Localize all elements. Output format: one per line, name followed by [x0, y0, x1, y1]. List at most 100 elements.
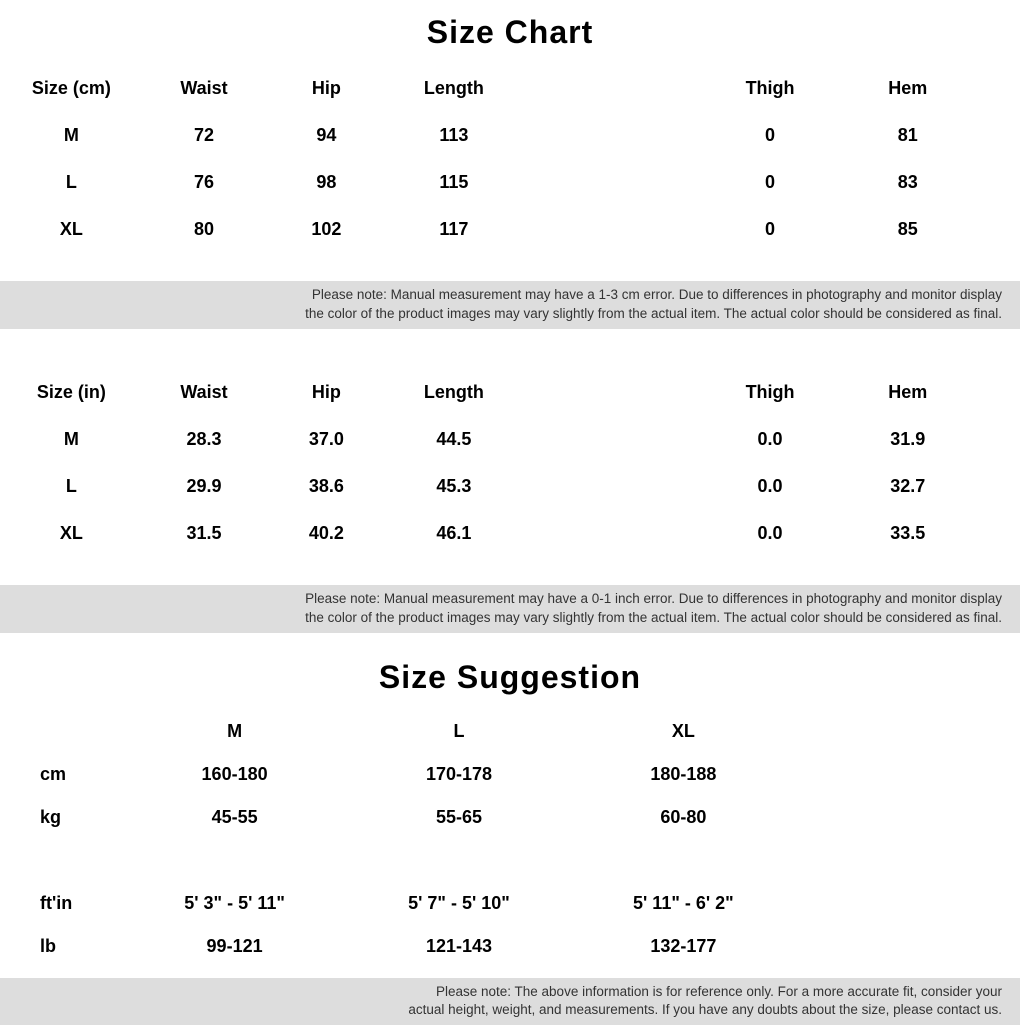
cell: 72	[143, 112, 265, 159]
cell: 44.5	[388, 416, 521, 463]
size-suggestion-table: M L XL cm 160-180 170-178 180-188 kg 45-…	[0, 710, 1020, 968]
cell: 115	[388, 159, 521, 206]
cell: 0	[704, 206, 837, 253]
table-row: XL 80 102 117 0 85	[0, 206, 1020, 253]
cell: 33.5	[836, 510, 979, 557]
cell: 132-177	[571, 925, 795, 968]
row-label: lb	[0, 925, 122, 968]
col-header: Hem	[836, 369, 979, 416]
col-header: Length	[388, 369, 521, 416]
note-line: actual height, weight, and measurements.…	[408, 1002, 1002, 1017]
cell: 0	[704, 159, 837, 206]
note-line: the color of the product images may vary…	[305, 306, 1002, 321]
table-row: ft'in 5' 3" - 5' 11" 5' 7" - 5' 10" 5' 1…	[0, 882, 1020, 925]
cell: 55-65	[347, 796, 571, 839]
cell: 117	[388, 206, 521, 253]
cell: M	[0, 416, 143, 463]
cell: 45.3	[388, 463, 521, 510]
col-header: L	[347, 710, 571, 753]
cell: XL	[0, 510, 143, 557]
col-spacer	[796, 710, 1020, 753]
cell: 81	[836, 112, 979, 159]
size-chart-in-table: Size (in) Waist Hip Length Thigh Hem M 2…	[0, 369, 1020, 557]
cell: 28.3	[143, 416, 265, 463]
col-header: Length	[388, 65, 521, 112]
cell: 80	[143, 206, 265, 253]
cell: 0.0	[704, 416, 837, 463]
cell: 38.6	[265, 463, 387, 510]
col-header: Thigh	[704, 369, 837, 416]
note-line: Please note: Manual measurement may have…	[305, 591, 1002, 606]
cell: 180-188	[571, 753, 795, 796]
col-gap	[520, 369, 704, 416]
cell: 85	[836, 206, 979, 253]
table-gap-row	[0, 839, 1020, 882]
size-chart-title: Size Chart	[0, 0, 1020, 65]
note-suggestion: Please note: The above information is fo…	[0, 978, 1020, 1025]
col-header: Size (cm)	[0, 65, 143, 112]
col-spacer	[979, 369, 1020, 416]
cell: 5' 11" - 6' 2"	[571, 882, 795, 925]
col-header: Waist	[143, 369, 265, 416]
cell: 5' 3" - 5' 11"	[122, 882, 346, 925]
cell: 0.0	[704, 510, 837, 557]
table-header-row: M L XL	[0, 710, 1020, 753]
cell: 37.0	[265, 416, 387, 463]
cell: 45-55	[122, 796, 346, 839]
cell: 170-178	[347, 753, 571, 796]
cell: 0	[704, 112, 837, 159]
cell: 46.1	[388, 510, 521, 557]
cell: 83	[836, 159, 979, 206]
col-header: M	[122, 710, 346, 753]
cell: L	[0, 159, 143, 206]
cell: 0.0	[704, 463, 837, 510]
cell: 160-180	[122, 753, 346, 796]
cell: 94	[265, 112, 387, 159]
note-cm: Please note: Manual measurement may have…	[0, 281, 1020, 329]
table-header-row: Size (in) Waist Hip Length Thigh Hem	[0, 369, 1020, 416]
col-header: Waist	[143, 65, 265, 112]
cell: XL	[0, 206, 143, 253]
cell: 76	[143, 159, 265, 206]
cell: 113	[388, 112, 521, 159]
cell: 5' 7" - 5' 10"	[347, 882, 571, 925]
note-in: Please note: Manual measurement may have…	[0, 585, 1020, 633]
table-row: XL 31.5 40.2 46.1 0.0 33.5	[0, 510, 1020, 557]
note-line: the color of the product images may vary…	[305, 610, 1002, 625]
note-line: Please note: The above information is fo…	[436, 984, 1002, 999]
col-header: XL	[571, 710, 795, 753]
cell: L	[0, 463, 143, 510]
col-header: Thigh	[704, 65, 837, 112]
table-row: L 76 98 115 0 83	[0, 159, 1020, 206]
note-line: Please note: Manual measurement may have…	[312, 287, 1002, 302]
table-row: M 72 94 113 0 81	[0, 112, 1020, 159]
cell: 31.5	[143, 510, 265, 557]
cell: 98	[265, 159, 387, 206]
cell: M	[0, 112, 143, 159]
table-header-row: Size (cm) Waist Hip Length Thigh Hem	[0, 65, 1020, 112]
row-label: kg	[0, 796, 122, 839]
col-header: Size (in)	[0, 369, 143, 416]
row-label: ft'in	[0, 882, 122, 925]
cell: 102	[265, 206, 387, 253]
col-header	[0, 710, 122, 753]
col-header: Hip	[265, 65, 387, 112]
col-header: Hip	[265, 369, 387, 416]
table-row: L 29.9 38.6 45.3 0.0 32.7	[0, 463, 1020, 510]
row-label: cm	[0, 753, 122, 796]
cell: 31.9	[836, 416, 979, 463]
cell: 29.9	[143, 463, 265, 510]
cell: 99-121	[122, 925, 346, 968]
col-header: Hem	[836, 65, 979, 112]
table-row: kg 45-55 55-65 60-80	[0, 796, 1020, 839]
cell: 121-143	[347, 925, 571, 968]
table-row: cm 160-180 170-178 180-188	[0, 753, 1020, 796]
cell: 32.7	[836, 463, 979, 510]
col-spacer	[979, 65, 1020, 112]
cell: 40.2	[265, 510, 387, 557]
table-row: M 28.3 37.0 44.5 0.0 31.9	[0, 416, 1020, 463]
table-row: lb 99-121 121-143 132-177	[0, 925, 1020, 968]
size-suggestion-title: Size Suggestion	[0, 645, 1020, 710]
cell: 60-80	[571, 796, 795, 839]
size-chart-cm-table: Size (cm) Waist Hip Length Thigh Hem M 7…	[0, 65, 1020, 253]
